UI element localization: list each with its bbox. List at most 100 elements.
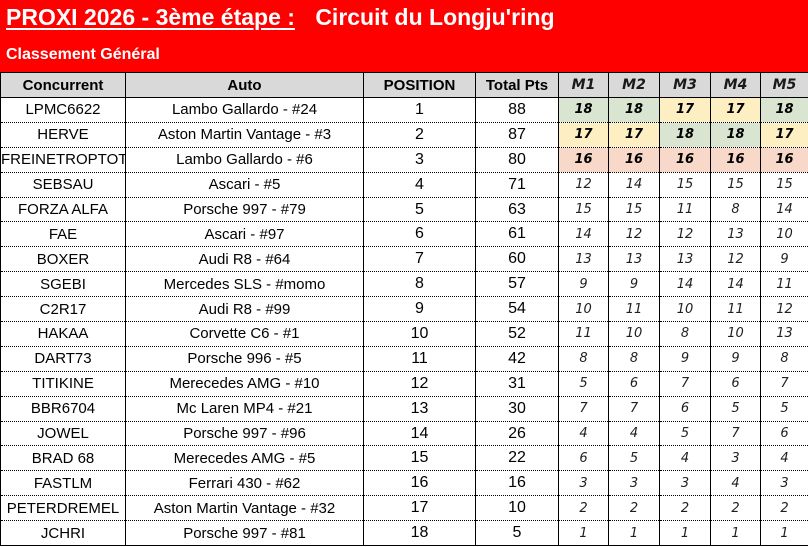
cell-m5: 12 <box>760 296 808 322</box>
cell-m1: 16 <box>558 146 609 173</box>
cell-auto: Ascari - #5 <box>125 171 364 198</box>
table-row: JCHRI Porsche 997 - #81 18 5 1 1 1 1 1 <box>0 520 808 547</box>
cell-position: 10 <box>363 321 476 347</box>
cell-auto: Porsche 997 - #81 <box>125 520 364 547</box>
cell-auto: Corvette C6 - #1 <box>125 321 364 347</box>
table-row: SGEBI Mercedes SLS - #momo 8 57 9 9 14 14 11 <box>0 271 808 297</box>
cell-m3: 13 <box>659 246 711 272</box>
cell-m4: 17 <box>710 97 761 123</box>
cell-concurrent: C2R17 <box>0 296 126 322</box>
cell-auto: Merecedes AMG - #10 <box>125 370 364 397</box>
cell-m5: 13 <box>760 321 808 347</box>
cell-m5: 16 <box>760 146 808 173</box>
cell-m1: 4 <box>558 420 609 446</box>
column-header-position: POSITION <box>363 72 476 98</box>
cell-concurrent: HAKAA <box>0 321 126 347</box>
cell-m5: 17 <box>760 121 808 148</box>
cell-m4: 12 <box>710 246 761 272</box>
cell-m1: 6 <box>558 445 609 471</box>
cell-m2: 16 <box>608 146 660 173</box>
cell-m2: 15 <box>608 196 660 222</box>
cell-m4: 8 <box>710 196 761 222</box>
column-header-m5: M5 <box>760 72 808 98</box>
cell-position: 9 <box>363 296 476 322</box>
cell-m2: 17 <box>608 121 660 148</box>
column-header-m3: M3 <box>659 72 711 98</box>
cell-m3: 9 <box>659 345 711 372</box>
cell-m2: 7 <box>608 395 660 422</box>
cell-total: 10 <box>475 495 559 521</box>
table-row: BOXER Audi R8 - #64 7 60 13 13 13 12 9 <box>0 246 808 272</box>
cell-m4: 4 <box>710 470 761 496</box>
cell-total: 42 <box>475 345 559 372</box>
cell-concurrent: SGEBI <box>0 271 126 297</box>
table-row: FORZA ALFA Porsche 997 - #79 5 63 15 15 11 8 14 <box>0 196 808 222</box>
cell-concurrent: FAE <box>0 221 126 247</box>
cell-m5: 2 <box>760 495 808 521</box>
cell-concurrent: FASTLM <box>0 470 126 496</box>
cell-m3: 18 <box>659 121 711 148</box>
cell-position: 15 <box>363 445 476 471</box>
table-row: BBR6704 Mc Laren MP4 - #21 13 30 7 7 6 5 5 <box>0 395 808 422</box>
cell-concurrent: HERVE <box>0 121 126 148</box>
cell-m2: 1 <box>608 520 660 547</box>
cell-auto: Ascari - #97 <box>125 221 364 247</box>
cell-total: 87 <box>475 121 559 148</box>
column-header-total-pts: Total Pts <box>475 72 559 98</box>
cell-m5: 3 <box>760 470 808 496</box>
cell-concurrent: PETERDREMEL <box>0 495 126 521</box>
title-banner: PROXI 2026 - 3ème étape : Circuit du Lon… <box>0 0 808 72</box>
cell-concurrent: LPMC6622 <box>0 97 126 123</box>
cell-m3: 2 <box>659 495 711 521</box>
cell-m5: 5 <box>760 395 808 422</box>
cell-m4: 1 <box>710 520 761 547</box>
cell-total: 80 <box>475 146 559 173</box>
cell-m1: 3 <box>558 470 609 496</box>
cell-concurrent: FORZA ALFA <box>0 196 126 222</box>
cell-m3: 14 <box>659 271 711 297</box>
cell-auto: Lambo Gallardo - #24 <box>125 97 364 123</box>
cell-position: 1 <box>363 97 476 123</box>
cell-concurrent: BBR6704 <box>0 395 126 422</box>
cell-m1: 2 <box>558 495 609 521</box>
cell-m1: 15 <box>558 196 609 222</box>
cell-concurrent: JOWEL <box>0 420 126 446</box>
cell-m1: 14 <box>558 221 609 247</box>
cell-position: 16 <box>363 470 476 496</box>
cell-m2: 18 <box>608 97 660 123</box>
cell-m2: 2 <box>608 495 660 521</box>
column-header-m2: M2 <box>608 72 660 98</box>
cell-auto: Mc Laren MP4 - #21 <box>125 395 364 422</box>
cell-m5: 10 <box>760 221 808 247</box>
cell-m2: 11 <box>608 296 660 322</box>
table-row: PETERDREMEL Aston Martin Vantage - #32 17 1… <box>0 495 808 521</box>
cell-position: 18 <box>363 520 476 547</box>
cell-m3: 3 <box>659 470 711 496</box>
cell-position: 8 <box>363 271 476 297</box>
cell-m5: 7 <box>760 370 808 397</box>
cell-concurrent: TITIKINE <box>0 370 126 397</box>
cell-position: 3 <box>363 146 476 173</box>
cell-m3: 11 <box>659 196 711 222</box>
column-header-auto: Auto <box>125 72 364 98</box>
cell-total: 22 <box>475 445 559 471</box>
cell-m5: 8 <box>760 345 808 372</box>
cell-auto: Audi R8 - #64 <box>125 246 364 272</box>
cell-concurrent: DART73 <box>0 345 126 372</box>
cell-m5: 9 <box>760 246 808 272</box>
cell-auto: Lambo Gallardo - #6 <box>125 146 364 173</box>
cell-position: 11 <box>363 345 476 372</box>
cell-concurrent: SEBSAU <box>0 171 126 198</box>
cell-m3: 15 <box>659 171 711 198</box>
cell-position: 14 <box>363 420 476 446</box>
cell-m3: 10 <box>659 296 711 322</box>
cell-m1: 18 <box>558 97 609 123</box>
cell-m2: 10 <box>608 321 660 347</box>
cell-concurrent: JCHRI <box>0 520 126 547</box>
cell-m2: 5 <box>608 445 660 471</box>
cell-concurrent: BRAD 68 <box>0 445 126 471</box>
cell-m3: 7 <box>659 370 711 397</box>
cell-auto: Porsche 997 - #79 <box>125 196 364 222</box>
cell-m1: 7 <box>558 395 609 422</box>
cell-position: 7 <box>363 246 476 272</box>
